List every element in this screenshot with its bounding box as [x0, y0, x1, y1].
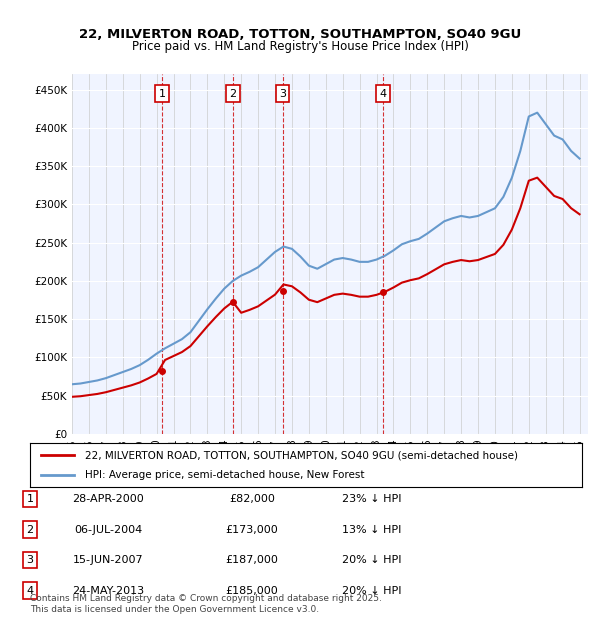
Text: 24-MAY-2013: 24-MAY-2013 [72, 586, 144, 596]
Text: £185,000: £185,000 [226, 586, 278, 596]
Text: 2: 2 [26, 525, 34, 534]
Text: Contains HM Land Registry data © Crown copyright and database right 2025.
This d: Contains HM Land Registry data © Crown c… [30, 595, 382, 614]
Text: £173,000: £173,000 [226, 525, 278, 534]
Text: 06-JUL-2004: 06-JUL-2004 [74, 525, 142, 534]
Text: £187,000: £187,000 [226, 555, 278, 565]
Text: £82,000: £82,000 [229, 494, 275, 504]
Text: 1: 1 [26, 494, 34, 504]
Text: 20% ↓ HPI: 20% ↓ HPI [342, 555, 402, 565]
Text: 2: 2 [229, 89, 236, 99]
Text: HPI: Average price, semi-detached house, New Forest: HPI: Average price, semi-detached house,… [85, 469, 365, 479]
Text: 3: 3 [279, 89, 286, 99]
Text: 1: 1 [158, 89, 166, 99]
Text: 22, MILVERTON ROAD, TOTTON, SOUTHAMPTON, SO40 9GU (semi-detached house): 22, MILVERTON ROAD, TOTTON, SOUTHAMPTON,… [85, 451, 518, 461]
Text: 13% ↓ HPI: 13% ↓ HPI [343, 525, 401, 534]
Text: 22, MILVERTON ROAD, TOTTON, SOUTHAMPTON, SO40 9GU: 22, MILVERTON ROAD, TOTTON, SOUTHAMPTON,… [79, 28, 521, 41]
Text: 23% ↓ HPI: 23% ↓ HPI [342, 494, 402, 504]
Text: 20% ↓ HPI: 20% ↓ HPI [342, 586, 402, 596]
Text: 28-APR-2000: 28-APR-2000 [72, 494, 144, 504]
Text: 4: 4 [380, 89, 386, 99]
Text: Price paid vs. HM Land Registry's House Price Index (HPI): Price paid vs. HM Land Registry's House … [131, 40, 469, 53]
Text: 4: 4 [26, 586, 34, 596]
Text: 15-JUN-2007: 15-JUN-2007 [73, 555, 143, 565]
Text: 3: 3 [26, 555, 34, 565]
